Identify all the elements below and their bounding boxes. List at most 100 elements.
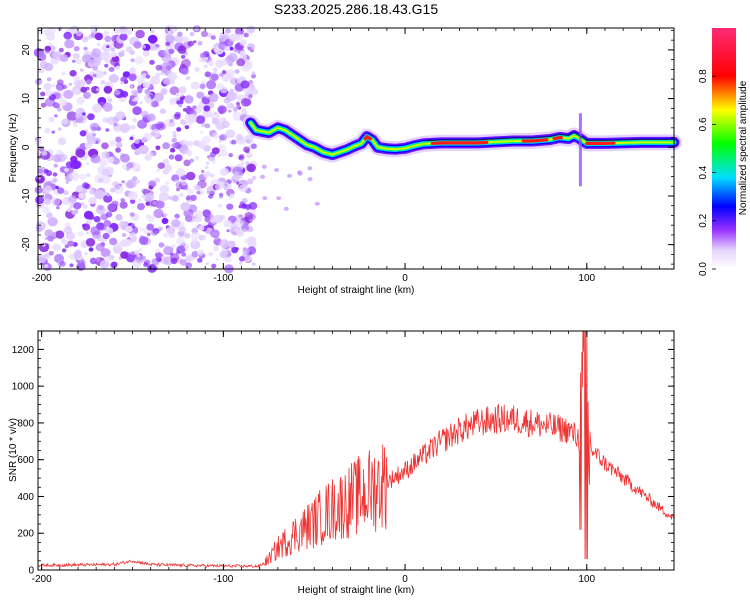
noise-blob [90, 154, 101, 164]
noise-blob [43, 29, 51, 36]
noise-blob [65, 180, 69, 184]
noise-blob [251, 175, 257, 180]
noise-blob [250, 88, 258, 96]
noise-blob [35, 226, 43, 233]
noise-blob [122, 233, 127, 237]
noise-blob [39, 60, 49, 69]
noise-blob [110, 47, 115, 52]
ridge-layer-5 [249, 121, 675, 156]
noise-blob [47, 217, 58, 227]
noise-blob [41, 150, 48, 156]
noise-blob [162, 142, 171, 150]
noise-blob [167, 30, 172, 35]
noise-blob [141, 195, 145, 199]
noise-blob [43, 82, 52, 91]
noise-blob [176, 127, 182, 132]
noise-blob [138, 236, 149, 245]
noise-blob [171, 219, 181, 228]
noise-blob [274, 168, 280, 172]
noise-blob [105, 96, 111, 101]
x-tick-label: -200 [32, 273, 52, 284]
noise-blob [85, 238, 96, 247]
noise-blob [240, 161, 245, 165]
noise-blob [238, 261, 243, 265]
noise-blob [174, 154, 183, 162]
noise-blob [155, 251, 162, 259]
noise-blob [164, 164, 173, 172]
noise-blob [209, 216, 218, 224]
noise-blob [148, 42, 158, 51]
noise-blob [100, 248, 111, 258]
noise-blob [160, 253, 164, 257]
noise-blob [200, 234, 207, 241]
noise-blob [95, 205, 106, 215]
noise-blob [213, 67, 218, 72]
noise-blob [43, 198, 52, 205]
noise-blob [153, 208, 164, 219]
noise-blob [133, 91, 138, 95]
noise-blob [76, 96, 85, 105]
noise-blob [83, 115, 88, 120]
noise-blob [176, 237, 186, 246]
ridge-hot-segment [363, 134, 373, 141]
noise-blob [63, 190, 69, 196]
noise-blob [73, 46, 80, 52]
noise-blob [63, 31, 72, 40]
noise-blob [248, 202, 258, 210]
noise-blob [52, 243, 61, 252]
noise-blob [225, 129, 236, 139]
noise-blob [145, 97, 152, 104]
noise-blob [128, 73, 137, 82]
x-tick-label: 100 [578, 574, 595, 585]
noise-blob [194, 67, 200, 72]
noise-blob [174, 213, 180, 219]
noise-blob [156, 256, 162, 263]
noise-blob [251, 71, 256, 75]
noise-blob [95, 243, 105, 252]
noise-blob [73, 250, 82, 259]
noise-blob [68, 195, 77, 204]
noise-blob [75, 58, 82, 65]
noise-blob [86, 172, 91, 177]
noise-blob [113, 89, 121, 96]
noise-blob [131, 162, 141, 172]
noise-blob [82, 182, 90, 189]
noise-blob [186, 140, 194, 147]
colorbar-ticks: 0.0 0.2 0.4 0.6 0.8 [698, 69, 716, 276]
noise-blob [169, 252, 174, 256]
noise-blob [175, 168, 186, 177]
noise-blob [103, 30, 110, 37]
noise-blob [186, 114, 197, 124]
noise-blob [141, 139, 145, 143]
noise-blob [205, 262, 209, 266]
noise-blob [147, 264, 157, 273]
noise-blob [57, 107, 62, 112]
y-tick-label: -10 [21, 188, 32, 203]
y-tick-label: -20 [21, 237, 32, 252]
noise-blob [201, 80, 206, 85]
x-tick-label: -200 [32, 574, 52, 585]
noise-blob [37, 67, 45, 74]
noise-blob [34, 186, 43, 194]
noise-blob [115, 111, 126, 120]
ridge-hot-segment [552, 135, 563, 141]
noise-blob [169, 86, 180, 96]
noise-blob [102, 232, 110, 240]
noise-blob [44, 127, 51, 134]
noise-blob [212, 245, 220, 252]
noise-blob [239, 39, 247, 46]
noise-blob [68, 82, 73, 86]
noise-blob [110, 51, 118, 58]
noise-blob [61, 248, 67, 253]
noise-blob [185, 171, 196, 181]
noise-blob [44, 185, 53, 193]
noise-blob [103, 85, 113, 94]
noise-blob [113, 26, 122, 35]
noise-blob [75, 148, 86, 158]
noise-blob [217, 153, 222, 157]
noise-blob [197, 40, 203, 46]
noise-blob [56, 206, 60, 210]
noise-blob [149, 59, 155, 65]
noise-blob [149, 80, 155, 86]
